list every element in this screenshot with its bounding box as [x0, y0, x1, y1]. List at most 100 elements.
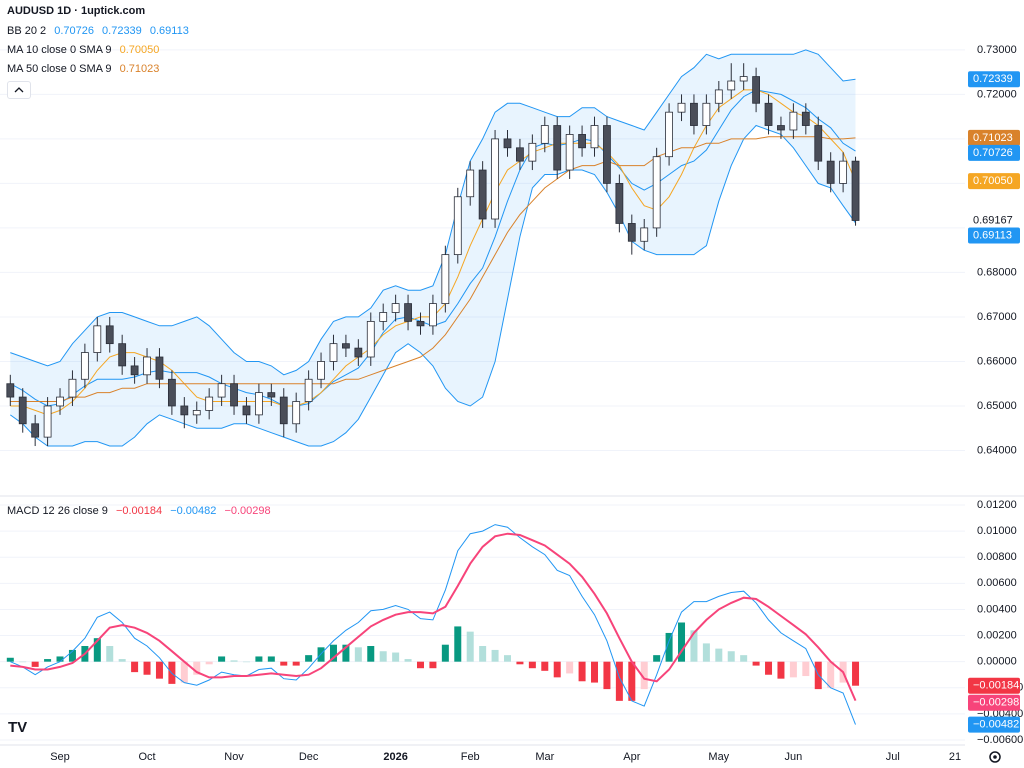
x-tick-label: Oct	[138, 751, 155, 763]
tv-logo: TV	[8, 719, 27, 736]
macd-histogram-bar	[118, 659, 126, 662]
price-tag	[968, 677, 1020, 694]
x-tick-label: 2026	[383, 751, 407, 763]
symbol-title: AUDUSD 1D · 1uptick.com	[7, 5, 146, 17]
candle-body	[205, 396, 214, 411]
macd-signal-value: −0.00298	[224, 505, 271, 517]
candle-body	[777, 125, 785, 131]
candle-body	[441, 254, 450, 304]
price-tag-label: 0.70050	[973, 175, 1013, 187]
x-tick-label: Nov	[224, 751, 244, 763]
gear-hub[interactable]	[993, 755, 997, 759]
macd-histogram-bar	[491, 649, 499, 662]
macd-histogram-bar	[578, 661, 586, 682]
macd-histogram-bar	[6, 657, 14, 662]
candle-body	[839, 160, 848, 184]
ma-value: 0.70050	[119, 44, 160, 56]
macd-histogram-bar	[454, 626, 462, 662]
candle-body	[752, 76, 760, 104]
bb-lower-value: 0.69113	[149, 25, 189, 37]
candle-body	[167, 378, 176, 407]
macd-histogram-bar	[218, 656, 226, 662]
macd-histogram-bar	[180, 661, 188, 683]
price-tag-label: −0.00482	[973, 719, 1019, 731]
price-tag	[968, 173, 1020, 190]
candle-body	[93, 325, 102, 353]
x-tick-label: Jun	[785, 751, 803, 763]
macd-histogram-bar	[740, 655, 748, 662]
macd-histogram-bar	[31, 661, 39, 667]
price-tag-label: −0.00184	[973, 680, 1019, 692]
macd-histogram-bar	[615, 661, 623, 701]
candle-body	[391, 303, 400, 313]
macd-histogram-bar	[19, 661, 27, 663]
macd-legend: MACD 12 26 close 9 −0.00184 −0.00482 −0.…	[7, 505, 276, 517]
candle-body	[217, 383, 226, 398]
macd-histogram-bar	[404, 659, 412, 662]
candle-body	[640, 227, 649, 242]
candle-body	[466, 169, 475, 198]
collapse-button[interactable]	[7, 81, 31, 99]
price-tag	[968, 144, 1020, 161]
macd-histogram-bar	[255, 656, 263, 662]
candle-body	[292, 401, 301, 425]
candle-body	[789, 111, 798, 131]
y-tick-label: 0.00000	[977, 656, 1017, 668]
macd-histogram-bar	[528, 661, 536, 669]
candle-body	[677, 102, 686, 113]
macd-histogram-bar	[230, 660, 238, 662]
macd-histogram-bar	[441, 644, 449, 662]
price-tag	[968, 716, 1020, 733]
bb-upper-value: 0.72339	[102, 25, 142, 37]
y-tick-label: 0.64000	[977, 444, 1017, 456]
y-tick-label: 0.68000	[977, 266, 1017, 278]
y-tick-label: 0.01200	[977, 499, 1017, 511]
candle-body	[727, 80, 736, 91]
candle-body	[690, 102, 698, 126]
candle-body	[155, 356, 164, 380]
macd-histogram-bar	[342, 644, 350, 662]
x-tick-label: Sep	[50, 751, 70, 763]
candle-body	[317, 361, 325, 380]
settings-gear[interactable]	[989, 751, 1001, 763]
candle-body	[18, 396, 27, 425]
macd-histogram-bar	[690, 630, 698, 662]
price-tag-label: 0.69113	[973, 229, 1012, 241]
macd-histogram-bar	[628, 661, 636, 701]
caret-path[interactable]	[14, 87, 24, 93]
symbol-header: AUDUSD 1D · 1uptick.com	[7, 5, 150, 17]
caret-icon[interactable]	[8, 82, 30, 98]
candle-body	[429, 303, 437, 327]
candle-body	[118, 343, 127, 367]
gear-icon[interactable]	[989, 751, 1001, 763]
bb-lower-line	[10, 124, 856, 447]
macd-histogram-bar	[504, 655, 511, 662]
macd-histogram-bar	[93, 638, 101, 662]
candle-body	[516, 147, 524, 162]
macd-histogram-bar	[106, 646, 114, 662]
macd-histogram-bar	[653, 655, 661, 662]
price-tag	[968, 227, 1020, 244]
candle-body	[553, 125, 562, 171]
y-tick-label: 0.00400	[977, 603, 1017, 615]
candle-body	[416, 320, 425, 327]
candle-body	[230, 383, 238, 407]
candle-body	[304, 378, 313, 402]
ma-label: MA 50 close 0 SMA 9	[7, 63, 112, 75]
y-tick-label: 0.66000	[977, 355, 1017, 367]
candle-body	[453, 196, 462, 256]
macd-histogram-bar	[665, 632, 673, 662]
x-tick-label: 21	[949, 751, 961, 763]
price-tag-label: 0.72339	[973, 73, 1013, 85]
candle-body	[565, 134, 574, 171]
candle-body	[665, 111, 673, 158]
candle-body	[56, 396, 64, 407]
y-tick-label: −0.00600	[977, 734, 1023, 746]
candle-body	[590, 125, 599, 149]
macd-histogram-bar	[44, 659, 52, 662]
macd-histogram-bar	[205, 661, 213, 665]
candle-body	[714, 89, 723, 104]
macd-histogram-bar	[827, 661, 835, 688]
x-tick-label: Jul	[886, 751, 900, 763]
candle-body	[130, 365, 139, 376]
